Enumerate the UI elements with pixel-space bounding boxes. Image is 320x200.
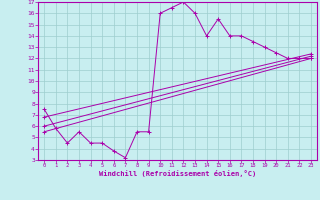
X-axis label: Windchill (Refroidissement éolien,°C): Windchill (Refroidissement éolien,°C)	[99, 170, 256, 177]
